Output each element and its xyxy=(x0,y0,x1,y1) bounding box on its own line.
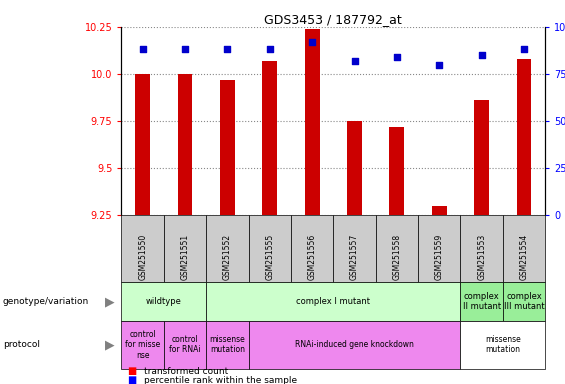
Bar xyxy=(474,100,489,215)
Text: complex I mutant: complex I mutant xyxy=(297,297,370,306)
Bar xyxy=(135,74,150,215)
Text: GSM251559: GSM251559 xyxy=(435,234,444,280)
Text: missense
mutation: missense mutation xyxy=(210,335,245,354)
Text: GSM251550: GSM251550 xyxy=(138,234,147,280)
Bar xyxy=(347,121,362,215)
Text: control
for misse
nse: control for misse nse xyxy=(125,330,160,359)
Text: missense
mutation: missense mutation xyxy=(485,335,521,354)
Point xyxy=(307,39,316,45)
Text: ▶: ▶ xyxy=(105,338,115,351)
Text: GSM251557: GSM251557 xyxy=(350,234,359,280)
Text: GSM251551: GSM251551 xyxy=(181,234,189,280)
Text: GSM251558: GSM251558 xyxy=(393,234,401,280)
Title: GDS3453 / 187792_at: GDS3453 / 187792_at xyxy=(264,13,402,26)
Point xyxy=(435,61,444,68)
Text: GSM251556: GSM251556 xyxy=(308,234,316,280)
Text: transformed count: transformed count xyxy=(144,367,228,376)
Point xyxy=(477,52,486,58)
Text: complex
III mutant: complex III mutant xyxy=(504,292,544,311)
Text: ▶: ▶ xyxy=(105,295,115,308)
Bar xyxy=(177,74,193,215)
Point xyxy=(350,58,359,64)
Text: protocol: protocol xyxy=(3,340,40,349)
Text: GSM251554: GSM251554 xyxy=(520,234,528,280)
Bar xyxy=(432,205,447,215)
Point xyxy=(180,46,189,53)
Text: GSM251552: GSM251552 xyxy=(223,234,232,280)
Bar xyxy=(220,79,235,215)
Text: ■: ■ xyxy=(127,375,136,384)
Text: GSM251553: GSM251553 xyxy=(477,234,486,280)
Text: GSM251555: GSM251555 xyxy=(266,234,274,280)
Bar xyxy=(516,59,532,215)
Text: control
for RNAi: control for RNAi xyxy=(170,335,201,354)
Text: genotype/variation: genotype/variation xyxy=(3,297,89,306)
Point xyxy=(266,46,275,53)
Bar xyxy=(262,61,277,215)
Bar xyxy=(305,29,320,215)
Text: percentile rank within the sample: percentile rank within the sample xyxy=(144,376,297,384)
Text: complex
II mutant: complex II mutant xyxy=(463,292,501,311)
Point xyxy=(392,54,401,60)
Text: wildtype: wildtype xyxy=(146,297,182,306)
Point xyxy=(138,46,147,53)
Bar xyxy=(389,127,405,215)
Point xyxy=(520,46,529,53)
Text: RNAi-induced gene knockdown: RNAi-induced gene knockdown xyxy=(295,340,414,349)
Point xyxy=(223,46,232,53)
Text: ■: ■ xyxy=(127,366,136,376)
